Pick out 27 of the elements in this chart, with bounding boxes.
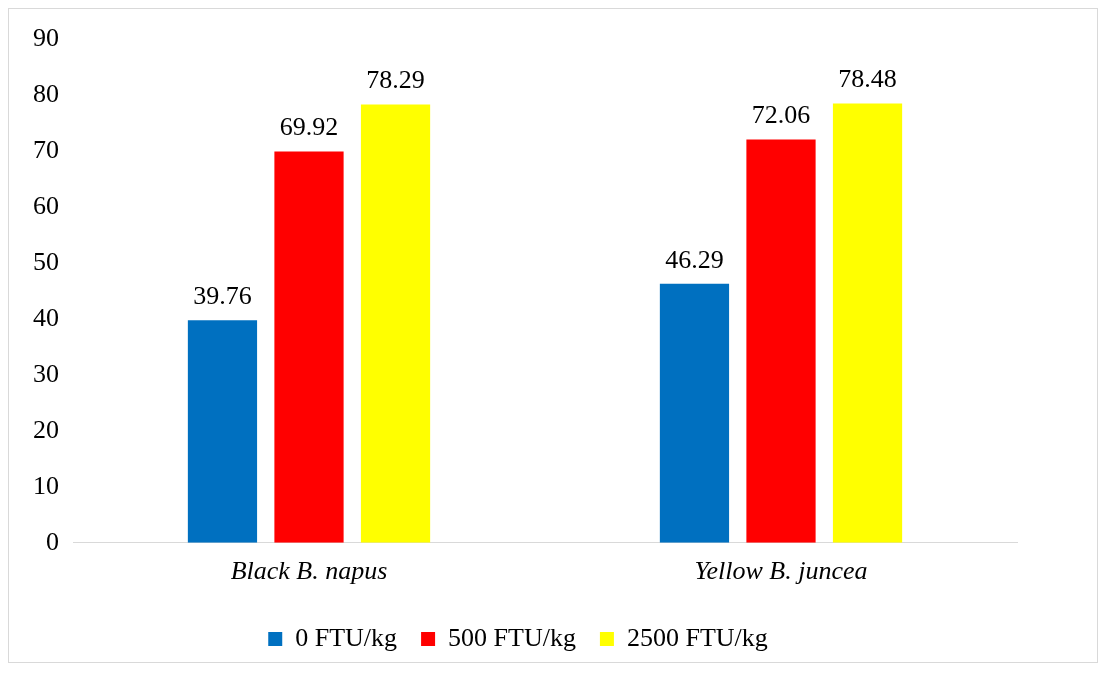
data-label: 69.92 <box>279 112 339 142</box>
bar <box>187 320 258 543</box>
x-tick-label: Black B. napus <box>230 556 388 586</box>
y-tick-label: 30 <box>33 358 59 388</box>
y-tick-label: 0 <box>46 526 59 556</box>
x-tick-label: Yellow B. juncea <box>694 556 868 586</box>
data-label: 46.29 <box>665 244 724 274</box>
y-tick-label: 70 <box>33 134 59 164</box>
bar <box>659 283 730 543</box>
bar <box>360 104 431 543</box>
y-tick-label: 90 <box>33 22 59 52</box>
bar <box>746 139 816 543</box>
y-tick-label: 50 <box>33 246 59 276</box>
y-tick-label: 20 <box>33 414 59 444</box>
data-label: 39.76 <box>193 281 252 311</box>
bar <box>274 151 344 543</box>
y-tick-label: 40 <box>33 302 59 332</box>
y-tick-label: 80 <box>33 78 59 108</box>
data-label: 72.06 <box>751 100 811 130</box>
legend-label: 500 FTU/kg <box>448 622 576 652</box>
y-tick-label: 60 <box>33 190 59 220</box>
legend-label: 0 FTU/kg <box>295 622 398 652</box>
data-label: 78.48 <box>838 64 897 94</box>
bar <box>832 103 903 543</box>
data-label: 78.29 <box>366 65 425 95</box>
legend-label: 2500 FTU/kg <box>626 622 768 652</box>
y-tick-label: 10 <box>33 470 59 500</box>
